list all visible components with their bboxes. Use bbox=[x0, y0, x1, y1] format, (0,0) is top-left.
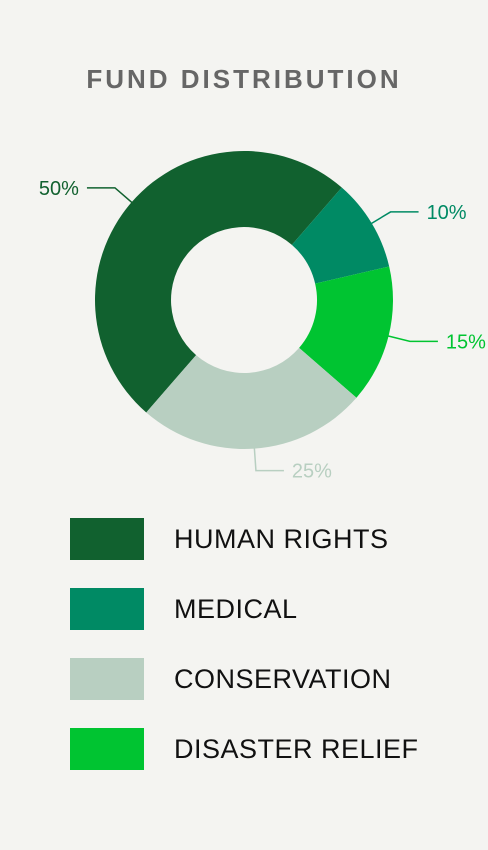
leader-line-disaster-relief bbox=[382, 333, 438, 343]
data-label-medical: 10% bbox=[427, 202, 467, 224]
legend-label-medical: MEDICAL bbox=[174, 593, 298, 624]
legend: HUMAN RIGHTS MEDICAL CONSERVATION DISAST… bbox=[70, 518, 470, 798]
legend-swatch-medical bbox=[70, 588, 144, 630]
legend-swatch-conservation bbox=[70, 658, 144, 700]
slice-human-rights bbox=[95, 150, 342, 413]
legend-item-human-rights: HUMAN RIGHTS bbox=[70, 518, 470, 560]
legend-label-disaster-relief: DISASTER RELIEF bbox=[174, 733, 419, 764]
legend-label-human-rights: HUMAN RIGHTS bbox=[174, 523, 389, 554]
data-label-human-rights: 50% bbox=[39, 178, 79, 200]
legend-label-conservation: CONSERVATION bbox=[174, 663, 392, 694]
leader-line-medical bbox=[366, 211, 419, 227]
legend-item-conservation: CONSERVATION bbox=[70, 658, 470, 700]
legend-item-disaster-relief: DISASTER RELIEF bbox=[70, 728, 470, 770]
data-label-conservation: 25% bbox=[292, 461, 332, 480]
chart-title: FUND DISTRIBUTION bbox=[86, 64, 402, 94]
data-label-disaster-relief: 15% bbox=[446, 331, 486, 353]
legend-swatch-human-rights bbox=[70, 518, 144, 560]
slice-medical bbox=[291, 187, 390, 284]
legend-swatch-disaster-relief bbox=[70, 728, 144, 770]
slice-disaster-relief bbox=[299, 266, 393, 398]
leader-line-conservation bbox=[253, 442, 284, 472]
legend-item-medical: MEDICAL bbox=[70, 588, 470, 630]
slice-conservation bbox=[146, 347, 357, 449]
leader-line-human-rights bbox=[86, 187, 137, 207]
donut-chart: 50% 10% 15% 25% bbox=[39, 150, 486, 480]
